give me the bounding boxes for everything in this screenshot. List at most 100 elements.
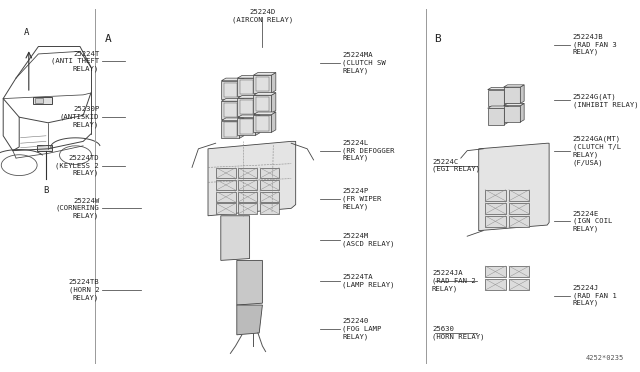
- Bar: [238, 203, 257, 214]
- Polygon shape: [239, 118, 244, 138]
- Text: B: B: [44, 186, 49, 195]
- Bar: [216, 168, 236, 178]
- Bar: [37, 145, 52, 151]
- Bar: [224, 103, 237, 117]
- Bar: [260, 168, 279, 178]
- Text: 25224TB
(HORN 2
RELAY): 25224TB (HORN 2 RELAY): [68, 279, 99, 301]
- Bar: [260, 192, 279, 202]
- Text: 25224MA
(CLUTCH SW
RELAY): 25224MA (CLUTCH SW RELAY): [342, 52, 386, 74]
- Bar: [488, 108, 504, 125]
- Text: 25224W
(CORNERING
RELAY): 25224W (CORNERING RELAY): [56, 198, 99, 219]
- Polygon shape: [504, 103, 524, 106]
- Bar: [485, 279, 506, 290]
- Bar: [256, 77, 269, 91]
- Polygon shape: [237, 115, 260, 118]
- Bar: [488, 90, 504, 106]
- Bar: [485, 266, 506, 277]
- Text: 25224G(AT)
(INHIBIT RELAY): 25224G(AT) (INHIBIT RELAY): [573, 93, 639, 108]
- Bar: [509, 279, 529, 290]
- Text: 25224TA
(LAMP RELAY): 25224TA (LAMP RELAY): [342, 274, 395, 288]
- Bar: [509, 203, 529, 214]
- Polygon shape: [271, 93, 276, 113]
- Bar: [35, 98, 43, 103]
- Polygon shape: [239, 78, 244, 99]
- Polygon shape: [221, 99, 244, 101]
- Bar: [33, 97, 52, 104]
- Text: 25224M
(ASCD RELAY): 25224M (ASCD RELAY): [342, 233, 395, 247]
- Polygon shape: [271, 73, 276, 93]
- Polygon shape: [208, 141, 296, 216]
- Polygon shape: [271, 112, 276, 132]
- Bar: [216, 203, 236, 214]
- Text: 25230P
(ANTISKID
RELAY): 25230P (ANTISKID RELAY): [60, 106, 99, 128]
- Bar: [253, 95, 271, 113]
- Polygon shape: [520, 85, 524, 103]
- Text: 25224D
(AIRCON RELAY): 25224D (AIRCON RELAY): [232, 9, 293, 23]
- Bar: [216, 192, 236, 202]
- Text: A: A: [104, 34, 111, 44]
- Text: 25224JA
(RAD FAN 2
RELAY): 25224JA (RAD FAN 2 RELAY): [432, 270, 476, 292]
- Polygon shape: [520, 103, 524, 122]
- Bar: [238, 168, 257, 178]
- Bar: [238, 180, 257, 190]
- Bar: [485, 203, 506, 214]
- Text: A: A: [24, 28, 29, 37]
- Bar: [224, 122, 237, 137]
- Text: 4252*0235: 4252*0235: [586, 355, 624, 361]
- Polygon shape: [237, 76, 260, 78]
- Bar: [260, 180, 279, 190]
- Polygon shape: [504, 106, 508, 125]
- Polygon shape: [221, 78, 244, 81]
- Text: 25224E
(IGN COIL
RELAY): 25224E (IGN COIL RELAY): [573, 211, 612, 232]
- Text: 25224T
(ANTI THEFT
RELAY): 25224T (ANTI THEFT RELAY): [51, 51, 99, 72]
- Bar: [237, 78, 255, 96]
- Polygon shape: [504, 85, 524, 87]
- Text: 25224L
(RR DEFOGGER
RELAY): 25224L (RR DEFOGGER RELAY): [342, 140, 395, 161]
- Polygon shape: [504, 87, 508, 106]
- Bar: [221, 101, 239, 119]
- Bar: [504, 106, 520, 122]
- Bar: [509, 216, 529, 227]
- Bar: [240, 80, 253, 94]
- Bar: [485, 190, 506, 201]
- Polygon shape: [239, 99, 244, 119]
- Polygon shape: [253, 93, 276, 95]
- Bar: [221, 121, 239, 138]
- Polygon shape: [253, 73, 276, 75]
- Polygon shape: [255, 76, 260, 96]
- Bar: [240, 100, 253, 114]
- Polygon shape: [221, 118, 244, 121]
- Polygon shape: [488, 87, 508, 90]
- Polygon shape: [237, 260, 262, 305]
- Bar: [224, 83, 237, 97]
- Polygon shape: [255, 96, 260, 116]
- Text: 252240
(FOG LAMP
RELAY): 252240 (FOG LAMP RELAY): [342, 318, 382, 340]
- Bar: [509, 190, 529, 201]
- Polygon shape: [253, 112, 276, 115]
- Polygon shape: [479, 143, 549, 231]
- Text: 25224J
(RAD FAN 1
RELAY): 25224J (RAD FAN 1 RELAY): [573, 285, 616, 307]
- Text: 25224TD
(KEYLESS 2
RELAY): 25224TD (KEYLESS 2 RELAY): [56, 155, 99, 176]
- Polygon shape: [255, 115, 260, 135]
- Bar: [253, 115, 271, 132]
- Text: 25224JB
(RAD FAN 3
RELAY): 25224JB (RAD FAN 3 RELAY): [573, 34, 616, 55]
- Bar: [485, 216, 506, 227]
- Bar: [237, 98, 255, 116]
- Bar: [237, 118, 255, 135]
- Bar: [256, 97, 269, 111]
- Bar: [256, 116, 269, 131]
- Bar: [240, 119, 253, 134]
- Text: B: B: [434, 34, 441, 44]
- Text: 25224C
(EGI RELAY): 25224C (EGI RELAY): [432, 159, 480, 172]
- Polygon shape: [237, 96, 260, 98]
- Polygon shape: [488, 106, 508, 108]
- Bar: [260, 203, 279, 214]
- Text: 25224P
(FR WIPER
RELAY): 25224P (FR WIPER RELAY): [342, 188, 382, 210]
- Bar: [504, 87, 520, 103]
- Text: 25630
(HORN RELAY): 25630 (HORN RELAY): [432, 326, 484, 340]
- Polygon shape: [237, 305, 262, 335]
- Polygon shape: [221, 216, 250, 260]
- Bar: [221, 81, 239, 99]
- Bar: [253, 75, 271, 93]
- Bar: [216, 180, 236, 190]
